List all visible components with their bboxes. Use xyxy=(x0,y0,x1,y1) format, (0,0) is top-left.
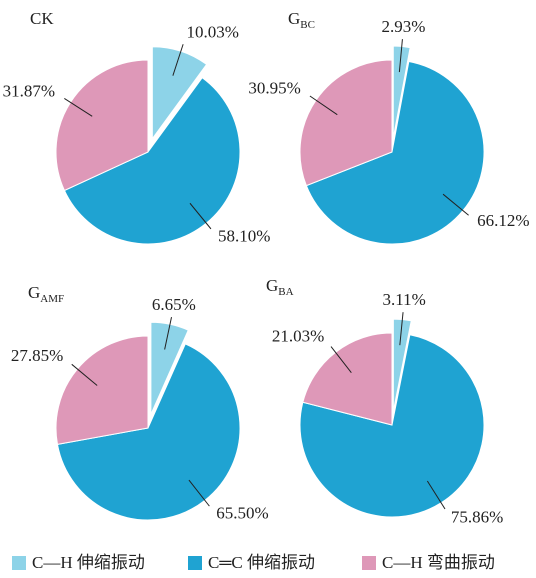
legend-label: C═C 伸缩振动 xyxy=(208,553,315,572)
pie-title-main: CK xyxy=(30,9,54,28)
leader-line xyxy=(309,95,338,116)
value-label: 2.93% xyxy=(381,17,425,36)
legend-swatch xyxy=(362,556,376,570)
pie-title: GBC xyxy=(288,9,315,31)
value-label: 27.85% xyxy=(11,346,63,365)
legend-label: C—H 伸缩振动 xyxy=(32,553,145,572)
value-label: 30.95% xyxy=(248,79,300,98)
leader-line xyxy=(399,312,404,346)
leader-line xyxy=(442,193,469,216)
leader-line xyxy=(71,363,98,386)
legend-swatch xyxy=(12,556,26,570)
leader-line xyxy=(172,44,184,76)
pie-title-sub: AMF xyxy=(40,293,64,305)
value-label: 65.50% xyxy=(216,504,268,523)
value-label: 10.03% xyxy=(187,23,239,42)
pie-title-main: G xyxy=(266,276,278,295)
value-label: 6.65% xyxy=(152,295,196,314)
leader-line xyxy=(426,480,446,510)
value-label: 31.87% xyxy=(3,81,55,100)
leader-line xyxy=(330,346,352,374)
leader-line xyxy=(64,97,93,117)
leader-line xyxy=(164,317,172,350)
pie-title: CK xyxy=(30,9,54,28)
pie-slice xyxy=(55,335,149,445)
value-label: 21.03% xyxy=(272,327,324,346)
pie-title-main: G xyxy=(28,283,40,302)
pie-title-sub: BA xyxy=(278,286,293,298)
pie-title-sub: BC xyxy=(300,19,315,31)
pie-title-main: G xyxy=(288,9,300,28)
legend-label: C—H 弯曲振动 xyxy=(382,553,495,572)
leader-line xyxy=(188,479,210,507)
value-label: 58.10% xyxy=(218,226,270,245)
leader-line xyxy=(189,202,212,230)
pie-title: GBA xyxy=(266,276,294,298)
pie-title: GAMF xyxy=(28,283,64,305)
value-label: 75.86% xyxy=(451,507,503,526)
leader-line xyxy=(398,39,403,73)
value-label: 66.12% xyxy=(477,211,529,230)
value-label: 3.11% xyxy=(382,290,425,309)
legend-swatch xyxy=(188,556,202,570)
